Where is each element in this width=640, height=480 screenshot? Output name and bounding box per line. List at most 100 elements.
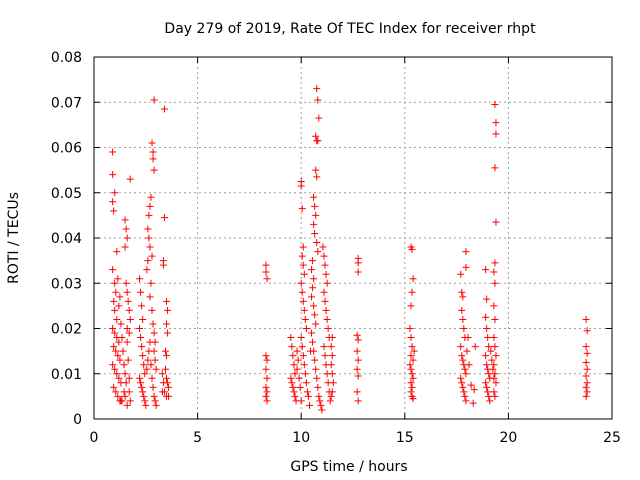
data-point	[160, 214, 168, 222]
data-point	[152, 401, 160, 409]
data-point	[408, 370, 416, 378]
data-point	[117, 397, 125, 405]
data-point	[263, 275, 271, 283]
data-point	[295, 374, 303, 382]
data-point	[139, 315, 147, 323]
data-point	[301, 370, 309, 378]
data-point	[114, 392, 122, 400]
data-point	[288, 343, 296, 351]
data-point	[465, 361, 473, 369]
data-point	[462, 263, 470, 271]
data-point	[111, 365, 119, 373]
data-point	[289, 383, 297, 391]
data-point	[109, 171, 117, 179]
data-point	[582, 358, 590, 366]
data-point	[491, 392, 499, 400]
data-point	[111, 279, 119, 287]
data-point	[298, 288, 306, 296]
y-tick-label: 0.06	[51, 141, 82, 157]
data-point	[289, 352, 297, 360]
data-point	[319, 243, 327, 251]
data-point	[163, 320, 171, 328]
data-point	[317, 401, 325, 409]
data-point	[583, 365, 591, 373]
data-point	[491, 164, 499, 172]
y-tick-label: 0.02	[51, 322, 82, 338]
data-points	[109, 85, 591, 414]
data-point	[459, 293, 467, 301]
data-point	[112, 347, 120, 355]
y-tick-label: 0.07	[51, 95, 82, 111]
data-point	[123, 325, 131, 332]
data-point	[483, 325, 491, 332]
data-point	[147, 193, 155, 201]
data-point	[110, 383, 118, 391]
data-point	[262, 261, 270, 269]
y-axis-label: ROTI / TECUs	[6, 192, 22, 284]
data-point	[327, 392, 335, 400]
data-point	[492, 130, 500, 138]
data-point	[583, 388, 591, 396]
data-point	[354, 397, 362, 405]
data-point	[354, 356, 362, 364]
data-point	[312, 132, 320, 140]
data-point	[490, 374, 498, 382]
data-point	[115, 338, 123, 346]
data-point	[320, 288, 328, 296]
data-point	[262, 268, 270, 276]
x-tick-label: 0	[90, 430, 99, 446]
data-point	[291, 370, 299, 378]
data-point	[409, 356, 417, 364]
data-point	[321, 261, 329, 269]
data-point	[145, 234, 153, 242]
data-point	[122, 279, 130, 287]
data-point	[144, 225, 152, 233]
data-point	[484, 334, 492, 342]
data-point	[354, 372, 362, 380]
data-point	[302, 325, 310, 332]
data-point	[299, 352, 307, 360]
x-tick-label: 20	[499, 430, 517, 446]
data-point	[163, 374, 171, 382]
data-point	[159, 261, 167, 269]
data-point	[492, 218, 500, 226]
data-point	[327, 361, 335, 369]
data-point	[583, 327, 591, 335]
data-point	[462, 397, 470, 405]
data-point	[486, 397, 494, 405]
data-point	[490, 361, 498, 369]
data-point	[111, 189, 119, 197]
data-point	[121, 370, 129, 378]
data-point	[582, 372, 590, 380]
data-point	[111, 329, 119, 337]
data-point	[139, 352, 147, 360]
y-tick-label: 0.05	[51, 186, 82, 202]
x-axis-label: GPS time / hours	[290, 459, 407, 475]
data-point	[144, 257, 152, 265]
data-point	[262, 383, 270, 391]
data-point	[407, 379, 415, 387]
data-point	[485, 392, 493, 400]
data-point	[483, 383, 491, 391]
data-point	[137, 288, 145, 296]
data-point	[318, 406, 326, 414]
data-point	[121, 243, 129, 251]
data-point	[582, 343, 590, 351]
data-point	[310, 193, 318, 201]
data-point	[310, 220, 318, 228]
data-point	[457, 270, 465, 278]
data-point	[482, 352, 490, 360]
data-point	[112, 288, 120, 296]
data-point	[137, 379, 145, 387]
data-point	[139, 388, 147, 396]
data-point	[314, 383, 322, 391]
data-point	[407, 334, 415, 342]
data-point	[315, 392, 323, 400]
data-point	[146, 293, 154, 301]
data-point	[313, 374, 321, 382]
data-point	[149, 148, 157, 156]
data-point	[312, 211, 320, 219]
data-point	[263, 374, 271, 382]
data-point	[313, 85, 321, 93]
